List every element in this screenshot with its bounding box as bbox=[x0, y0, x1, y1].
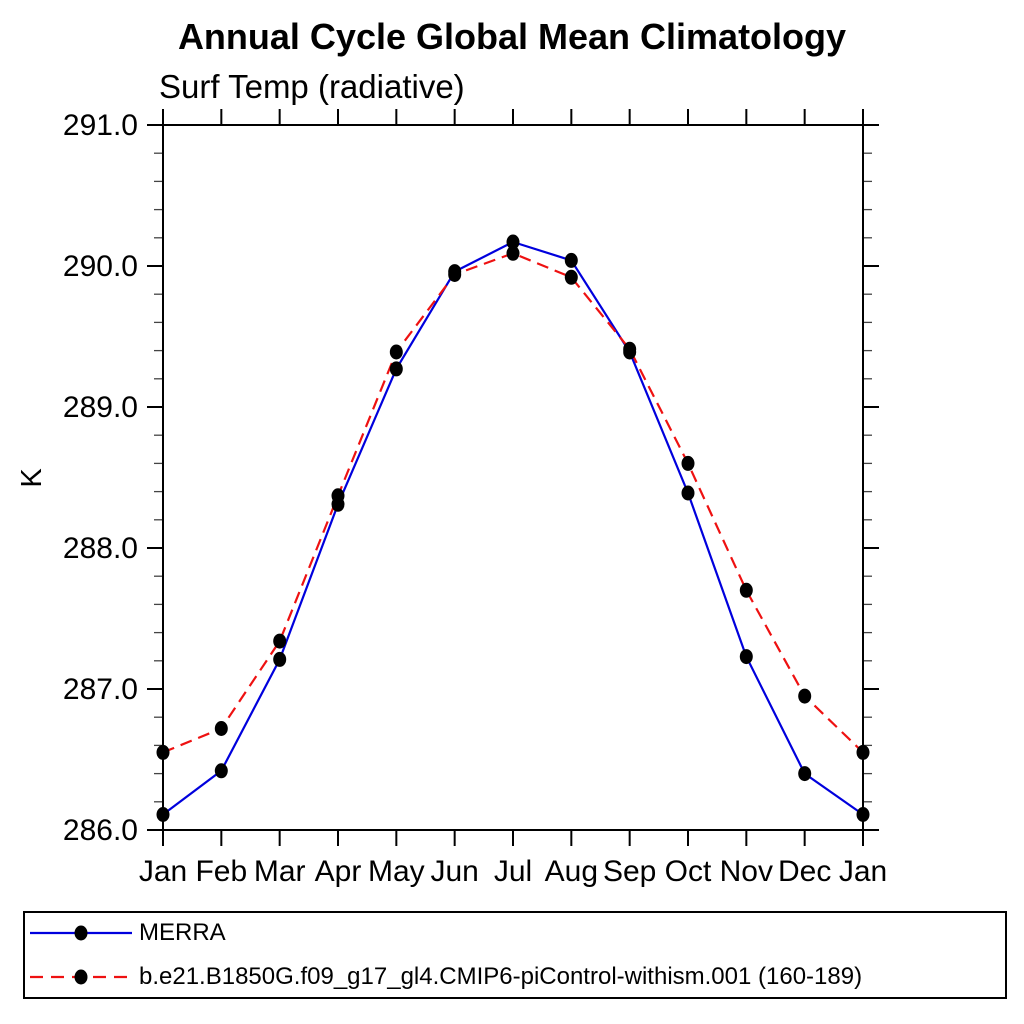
data-point-marker bbox=[798, 688, 812, 704]
y-tick-label: 286.0 bbox=[63, 814, 138, 847]
y-tick-label: 288.0 bbox=[63, 532, 138, 565]
legend-item: MERRA bbox=[29, 919, 226, 946]
x-tick-label: Feb bbox=[195, 855, 247, 888]
legend-label: b.e21.B1850G.f09_g17_gl4.CMIP6-piControl… bbox=[139, 963, 863, 990]
y-tick-label: 290.0 bbox=[63, 250, 138, 283]
legend-item: b.e21.B1850G.f09_g17_gl4.CMIP6-piControl… bbox=[29, 963, 863, 990]
plot-frame bbox=[162, 124, 864, 831]
data-point-marker bbox=[389, 361, 403, 377]
legend-line-sample bbox=[30, 925, 132, 941]
data-point-marker bbox=[681, 455, 695, 471]
legend: MERRA b.e21.B1850G.f09_g17_gl4.CMIP6-piCo… bbox=[23, 911, 1007, 999]
legend-label: MERRA bbox=[139, 919, 226, 946]
data-point-marker bbox=[273, 651, 287, 667]
data-point-marker bbox=[856, 807, 870, 822]
data-point-marker bbox=[331, 488, 345, 504]
data-point-marker bbox=[739, 582, 753, 598]
y-tick-label: 291.0 bbox=[63, 109, 138, 142]
y-tick-label: 289.0 bbox=[63, 391, 138, 424]
data-point-marker bbox=[506, 245, 520, 261]
x-tick-label: Aug bbox=[545, 855, 598, 888]
y-tick-label: 287.0 bbox=[63, 673, 138, 706]
data-point-marker bbox=[681, 485, 695, 501]
data-point-marker bbox=[156, 807, 170, 822]
legend-marker bbox=[74, 969, 88, 985]
x-tick-label: Jul bbox=[494, 855, 532, 888]
x-tick-label: Jan bbox=[139, 855, 187, 888]
data-point-marker bbox=[273, 633, 287, 649]
x-tick-label: Mar bbox=[254, 855, 306, 888]
data-point-marker bbox=[564, 269, 578, 285]
data-point-marker bbox=[623, 341, 637, 357]
x-tick-label: Nov bbox=[720, 855, 773, 888]
data-point-marker bbox=[448, 267, 462, 282]
data-point-marker bbox=[739, 649, 753, 665]
data-point-marker bbox=[214, 763, 228, 779]
data-point-marker bbox=[389, 344, 403, 360]
data-point-marker bbox=[798, 766, 812, 782]
x-tick-label: Jan bbox=[839, 855, 887, 888]
x-tick-label: Dec bbox=[778, 855, 831, 888]
series-line-model bbox=[162, 252, 864, 754]
data-point-marker bbox=[506, 234, 520, 250]
legend-line-sample bbox=[30, 969, 132, 985]
data-point-marker bbox=[564, 252, 578, 268]
chart-title: Annual Cycle Global Mean Climatology bbox=[177, 16, 847, 57]
chart-subtitle: Surf Temp (radiative) bbox=[159, 68, 465, 105]
data-point-marker bbox=[214, 721, 228, 736]
x-tick-label: Apr bbox=[315, 855, 362, 888]
x-tick-label: Jun bbox=[430, 855, 478, 888]
legend-marker bbox=[74, 925, 88, 941]
series-line-merra bbox=[162, 240, 864, 816]
data-point-marker bbox=[156, 744, 170, 760]
x-tick-label: May bbox=[368, 855, 425, 888]
x-tick-label: Sep bbox=[603, 855, 656, 888]
x-tick-label: Oct bbox=[665, 855, 712, 888]
data-point-marker bbox=[856, 744, 870, 760]
